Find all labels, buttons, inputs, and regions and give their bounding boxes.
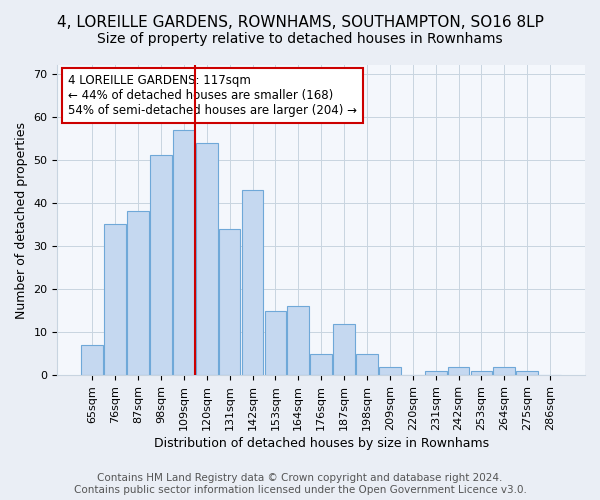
Bar xyxy=(127,212,149,375)
Bar xyxy=(448,366,469,375)
Bar xyxy=(196,142,218,375)
Bar xyxy=(470,371,493,375)
Bar xyxy=(310,354,332,375)
Text: Size of property relative to detached houses in Rownhams: Size of property relative to detached ho… xyxy=(97,32,503,46)
Text: Contains HM Land Registry data © Crown copyright and database right 2024.
Contai: Contains HM Land Registry data © Crown c… xyxy=(74,474,526,495)
Bar xyxy=(150,156,172,375)
Text: 4, LOREILLE GARDENS, ROWNHAMS, SOUTHAMPTON, SO16 8LP: 4, LOREILLE GARDENS, ROWNHAMS, SOUTHAMPT… xyxy=(56,15,544,30)
Bar xyxy=(493,366,515,375)
Bar xyxy=(173,130,195,375)
Bar xyxy=(379,366,401,375)
Bar xyxy=(242,190,263,375)
Bar xyxy=(517,371,538,375)
Bar xyxy=(104,224,126,375)
Bar xyxy=(356,354,378,375)
Bar xyxy=(425,371,446,375)
Bar xyxy=(219,228,241,375)
Bar xyxy=(265,310,286,375)
X-axis label: Distribution of detached houses by size in Rownhams: Distribution of detached houses by size … xyxy=(154,437,489,450)
Bar xyxy=(287,306,309,375)
Text: 4 LOREILLE GARDENS: 117sqm
← 44% of detached houses are smaller (168)
54% of sem: 4 LOREILLE GARDENS: 117sqm ← 44% of deta… xyxy=(68,74,357,118)
Bar xyxy=(82,345,103,375)
Bar xyxy=(333,324,355,375)
Y-axis label: Number of detached properties: Number of detached properties xyxy=(15,122,28,318)
